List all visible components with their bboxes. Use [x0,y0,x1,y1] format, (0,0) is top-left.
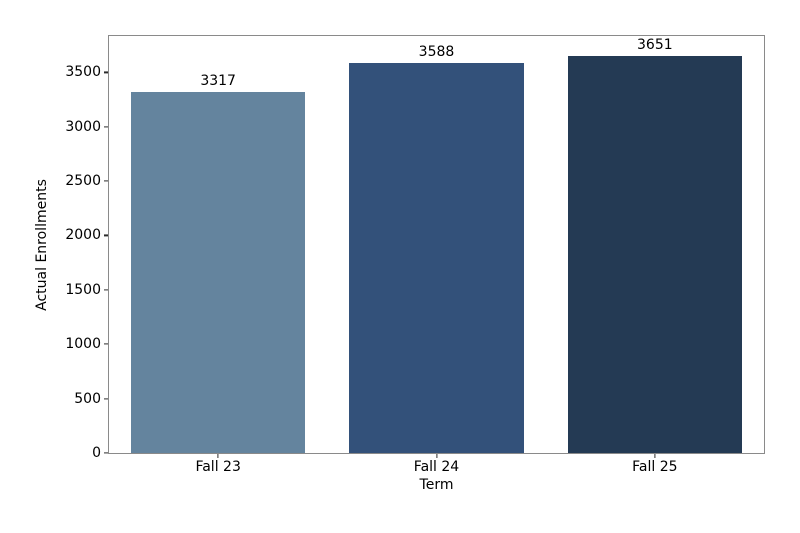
bar-fall-24 [349,62,524,453]
x-tick-label-fall-24: Fall 24 [413,459,460,475]
y-tick-mark [104,180,108,182]
y-tick-label: 3500 [65,64,101,81]
y-tick-label: 1000 [65,336,101,353]
y-tick-label: 1500 [65,281,101,298]
y-tick-label: 2000 [65,227,101,244]
bar-fall-25 [567,55,743,453]
y-tick-label: 3000 [65,118,101,135]
y-tick-label: 0 [92,445,101,461]
y-tick-label: 2500 [65,173,101,190]
x-tick-mark [217,454,219,458]
x-axis-label: Term [419,477,454,493]
y-tick-mark [104,398,108,400]
bar-value-label-fall-25: 3651 [637,36,673,53]
x-tick-mark [654,454,656,458]
y-tick-mark [104,71,108,73]
x-tick-label-fall-25: Fall 25 [632,459,678,475]
plot-area: 3317 3588 3651 0 500 1000 1500 2000 2500… [34,35,765,492]
x-tick-mark [435,454,438,458]
y-tick-mark [104,452,108,454]
y-tick-mark [104,126,108,128]
y-tick-mark [104,234,108,237]
y-axis-label: Actual Enrollments [34,178,50,311]
bar-value-label-fall-23: 3317 [200,73,236,90]
bar-value-label-fall-24: 3588 [418,43,455,60]
y-tick-label: 500 [74,390,101,407]
y-tick-mark [104,289,108,291]
x-tick-label-fall-23: Fall 23 [195,459,241,475]
y-tick-mark [104,343,108,345]
bar-fall-23 [130,92,306,453]
